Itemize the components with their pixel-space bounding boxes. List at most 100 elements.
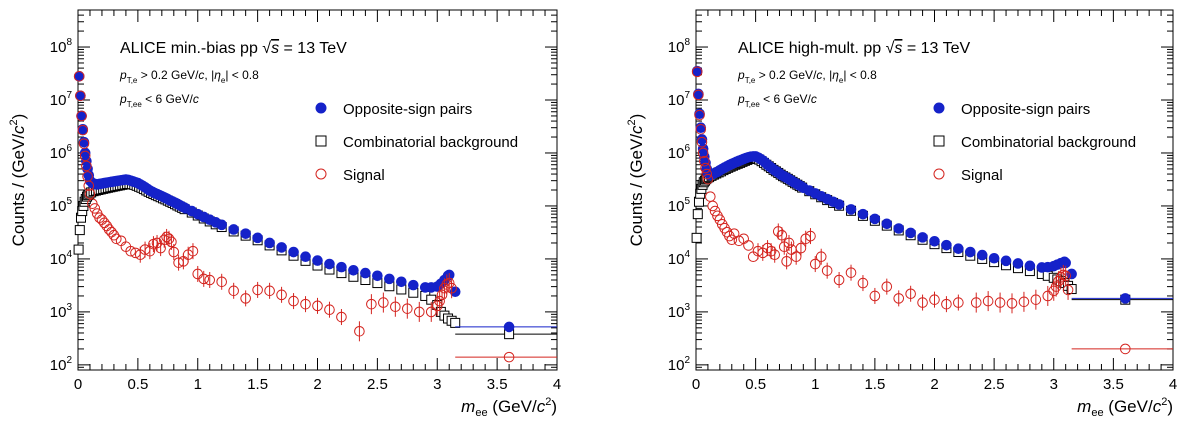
legend-marker-background (933, 135, 945, 147)
data-point-signal (264, 285, 275, 297)
data-point-opposite-sign (869, 213, 881, 225)
data-point-signal (700, 162, 711, 174)
data-point-opposite-sign (1012, 258, 1024, 269)
data-point-opposite-sign (1066, 268, 1077, 280)
data-point-signal (970, 297, 982, 308)
data-point-signal (857, 277, 869, 289)
data-point-opposite-sign (964, 246, 976, 258)
y-axis-label: Counts / (GeV/c2) (626, 114, 646, 247)
data-point-signal (106, 226, 117, 238)
data-point-signal (726, 234, 738, 246)
data-point-signal (917, 297, 928, 308)
data-point-signal (821, 265, 833, 276)
data-point-background (691, 232, 702, 243)
data-point-signal (187, 245, 199, 257)
data-point-opposite-sign (396, 276, 407, 288)
cut-line-2: pT,ee < 6 GeV/c (119, 92, 199, 109)
data-point-signal (1006, 298, 1018, 309)
data-point-opposite-sign (276, 242, 287, 253)
data-point-signal (783, 237, 795, 249)
data-point-signal (77, 124, 89, 136)
data-point-opposite-sign (503, 321, 515, 333)
data-point-signal (809, 258, 821, 270)
data-point-signal (929, 294, 940, 305)
data-point-signal (1120, 343, 1131, 355)
data-point-opposite-sign (845, 204, 857, 215)
data-point-signal (941, 298, 952, 310)
data-point-signal (163, 233, 175, 245)
data-point-signal (693, 89, 704, 101)
y-tick-label: 107 (668, 90, 691, 109)
data-point-signal (103, 224, 115, 235)
data-point-signal (893, 293, 905, 304)
data-point-signal (709, 205, 721, 217)
data-point-signal (1018, 296, 1030, 308)
data-point-opposite-sign (905, 227, 916, 239)
data-point-signal (881, 281, 893, 292)
data-point-opposite-sign (988, 252, 1000, 264)
data-point-opposite-sign (312, 255, 323, 266)
data-point-signal (434, 295, 445, 307)
y-tick-label: 106 (668, 143, 691, 162)
data-point-signal (166, 236, 177, 248)
data-point-signal (443, 277, 455, 289)
data-point-signal (276, 289, 287, 301)
data-point-background (692, 209, 703, 220)
data-point-signal (73, 71, 85, 82)
legend-marker-background (315, 135, 327, 147)
legend-label: Opposite-sign pairs (343, 101, 472, 118)
data-point-signal (101, 220, 113, 232)
data-point-signal (691, 66, 703, 78)
data-point-opposite-sign (348, 264, 359, 276)
cut-line-2: pT,ee < 6 GeV/c (737, 92, 817, 109)
data-point-signal (503, 351, 515, 363)
data-point-opposite-sign (941, 239, 952, 251)
data-point-signal (869, 290, 881, 302)
data-point-signal (228, 285, 239, 297)
data-point-signal (108, 229, 120, 241)
x-tick-label: 1 (194, 376, 202, 393)
data-point-signal (699, 155, 710, 167)
data-point-signal (81, 160, 92, 172)
data-point-signal (216, 276, 227, 288)
data-point-opposite-sign (372, 270, 383, 282)
data-point-signal (198, 273, 210, 285)
data-point-opposite-sign (1000, 255, 1012, 267)
data-point-signal (446, 282, 457, 294)
data-point-signal (79, 150, 91, 162)
x-tick-label: 2.5 (367, 376, 388, 393)
data-point-signal (769, 249, 781, 261)
data-point-signal (696, 136, 708, 148)
data-point-opposite-sign (929, 236, 940, 247)
x-tick-label: 2 (313, 376, 321, 393)
data-point-signal (312, 300, 323, 312)
x-tick-label: 0 (74, 376, 82, 393)
data-point-signal (765, 245, 777, 257)
x-tick-label: 3 (433, 376, 441, 393)
y-tick-label: 108 (668, 37, 691, 56)
data-point-signal (204, 274, 216, 286)
data-point-signal (1062, 284, 1074, 296)
data-point-signal (436, 289, 448, 301)
data-point-signal (733, 235, 745, 247)
x-tick-label: 0 (692, 376, 700, 393)
y-tick-label: 102 (50, 355, 73, 374)
x-tick-label: 3.5 (1103, 376, 1124, 393)
data-point-signal (815, 251, 827, 263)
data-point-signal (1060, 270, 1071, 282)
y-tick-label: 102 (668, 355, 691, 374)
data-point-signal (354, 326, 365, 337)
x-tick-label: 2 (930, 376, 938, 393)
data-point-opposite-sign (953, 243, 964, 254)
data-point-opposite-sign (893, 223, 905, 234)
data-point-signal (994, 297, 1006, 308)
data-point-opposite-sign (917, 232, 928, 243)
data-point-signal (252, 284, 263, 296)
series-1 (73, 71, 557, 333)
legend-label: Signal (961, 167, 1003, 184)
data-point-opposite-sign (881, 218, 893, 230)
chart-panel-2: 102 103 104 105 106 107 108 0 0.5 1 1.5 2 2.5 3 3.5 4 Co… (626, 9, 1177, 419)
x-tick-label: 3.5 (487, 376, 508, 393)
data-point-background (74, 225, 85, 236)
